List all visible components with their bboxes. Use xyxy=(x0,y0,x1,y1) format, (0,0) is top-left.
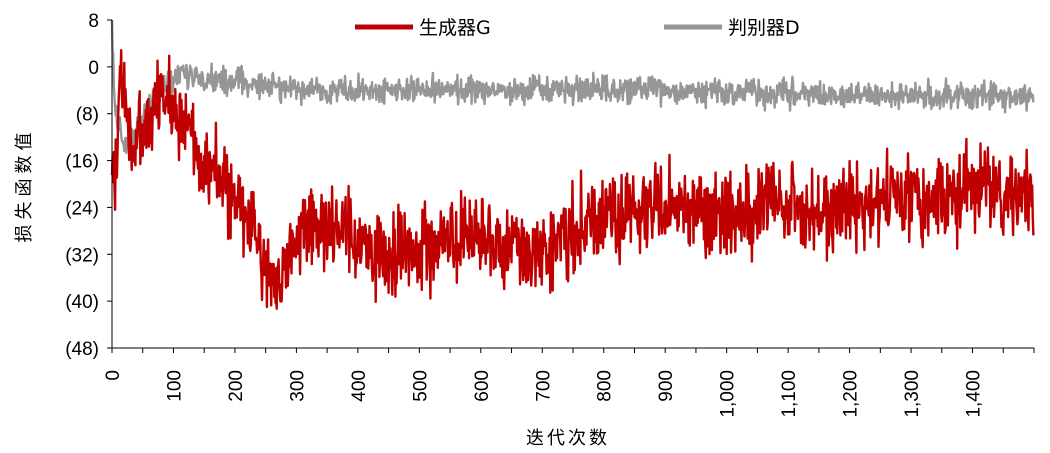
x-tick-label: 1,300 xyxy=(902,370,923,418)
x-tick-label: 500 xyxy=(410,370,431,402)
x-tick-label: 1,200 xyxy=(841,370,862,418)
y-tick-label: (16) xyxy=(65,152,99,173)
y-tick-label: 8 xyxy=(88,11,99,32)
x-tick-label: 1,000 xyxy=(718,370,739,418)
x-tick-label: 1,100 xyxy=(779,370,800,418)
x-tick-label: 0 xyxy=(103,370,124,381)
y-tick-label: 0 xyxy=(88,58,99,79)
x-tick-label: 1,400 xyxy=(964,370,985,418)
x-tick-label: 900 xyxy=(656,370,677,402)
x-axis-ticks: 0 100 200 300 400 500 600 700 800 900 1,000 1,100 1,… xyxy=(103,348,1035,418)
legend-label-generator: 生成器G xyxy=(419,17,491,39)
y-tick-label: (32) xyxy=(65,245,99,266)
plot-lines xyxy=(110,19,1035,310)
y-tick-label: (24) xyxy=(65,198,99,219)
y-tick-label: (48) xyxy=(65,339,99,360)
legend-label-discriminator: 判别器D xyxy=(728,17,800,39)
x-axis-title: 迭代次数 xyxy=(526,428,610,449)
x-tick-label: 100 xyxy=(164,370,185,402)
series-line-discriminator xyxy=(110,19,1035,154)
x-tick-label: 600 xyxy=(472,370,493,402)
x-tick-label: 300 xyxy=(287,370,308,402)
y-axis-title: 损失函数值 xyxy=(14,128,35,243)
legend: 生成器G 判别器D xyxy=(355,17,800,39)
y-tick-label: (8) xyxy=(76,105,99,126)
x-tick-label: 200 xyxy=(226,370,247,402)
series-line-generator xyxy=(110,49,1035,310)
x-tick-label: 400 xyxy=(349,370,370,402)
x-tick-label: 800 xyxy=(595,370,616,402)
x-tick-label: 700 xyxy=(533,370,554,402)
y-axis-ticks: 8 0 (8) (16) (24) (32) (40) (48) xyxy=(65,11,112,360)
y-tick-label: (40) xyxy=(65,292,99,313)
